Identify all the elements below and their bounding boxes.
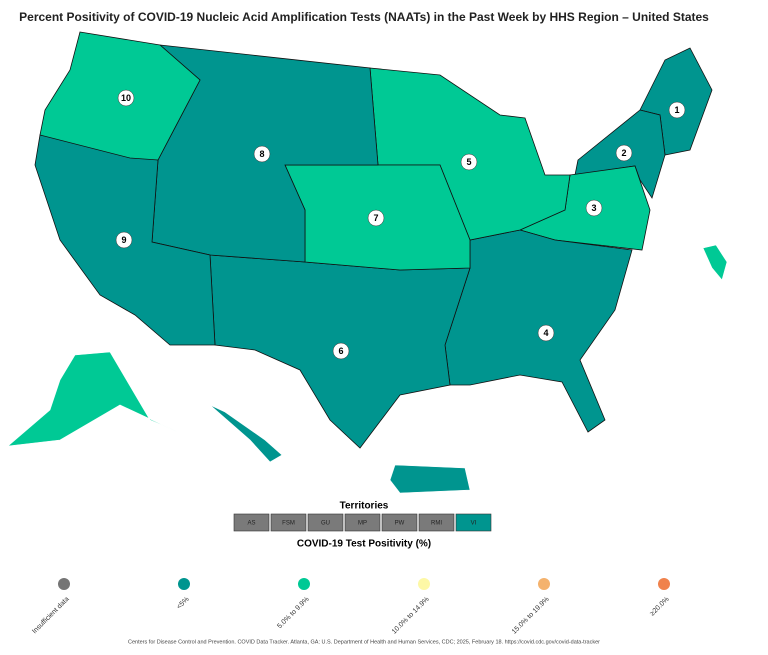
- legend-label: Insufficient data: [31, 596, 71, 636]
- region-label: 4: [543, 328, 548, 338]
- region-label: 10: [121, 93, 131, 103]
- legend-swatch: [178, 578, 190, 590]
- legend-swatch: [58, 578, 70, 590]
- region-marker: [115, 231, 133, 249]
- hawaii: [209, 404, 283, 463]
- legend-label: 15.0% to 19.9%: [511, 596, 551, 636]
- puerto-rico: [389, 464, 471, 494]
- legend-label: <5%: [176, 596, 191, 611]
- region-marker: [332, 342, 350, 360]
- alaska: [7, 351, 179, 447]
- territory-button: [233, 513, 270, 532]
- region-marker: [668, 101, 686, 119]
- legend-title: COVID-19 Test Positivity (%): [297, 539, 431, 550]
- region-marker: [460, 153, 478, 171]
- legend-label: ≥20.0%: [649, 596, 671, 618]
- title: Percent Positivity of COVID-19 Nucleic A…: [19, 10, 709, 24]
- source: Centers for Disease Control and Preventi…: [128, 639, 600, 645]
- legend-label: 5.0% to 9.9%: [276, 596, 310, 630]
- territory-label: PW: [395, 521, 405, 527]
- territory-label: FSM: [282, 521, 295, 527]
- region-marker: [537, 324, 555, 342]
- region-label: 1: [674, 105, 679, 115]
- territory-label: MP: [358, 521, 367, 527]
- regions: [7, 31, 728, 494]
- region-label: 2: [621, 148, 626, 158]
- territory-button: [455, 513, 492, 532]
- island: [702, 244, 728, 281]
- territory-button: [381, 513, 418, 532]
- legend-swatch: [538, 578, 550, 590]
- territory-button: [418, 513, 455, 532]
- region-label: 9: [121, 235, 126, 245]
- territory-label: VI: [471, 521, 477, 527]
- legend-label: 10.0% to 14.9%: [391, 596, 431, 636]
- region-marker: [367, 209, 385, 227]
- region-label: 5: [466, 157, 471, 167]
- region-marker: [585, 199, 603, 217]
- territory-label: GU: [321, 521, 330, 527]
- territory-button: [307, 513, 344, 532]
- legend-swatch: [658, 578, 670, 590]
- territories-title: Territories: [340, 501, 389, 512]
- region-marker: [253, 145, 271, 163]
- territory-label: AS: [247, 521, 255, 527]
- region-label: 6: [338, 346, 343, 356]
- territory-button: [270, 513, 307, 532]
- territory-button: [344, 513, 381, 532]
- region-marker: [615, 144, 633, 162]
- region-label: 3: [591, 203, 596, 213]
- region-label: 8: [259, 149, 264, 159]
- region-label: 7: [373, 213, 378, 223]
- region-marker: [117, 89, 135, 107]
- legend-swatch: [418, 578, 430, 590]
- legend-swatch: [298, 578, 310, 590]
- territory-label: RMI: [431, 521, 442, 527]
